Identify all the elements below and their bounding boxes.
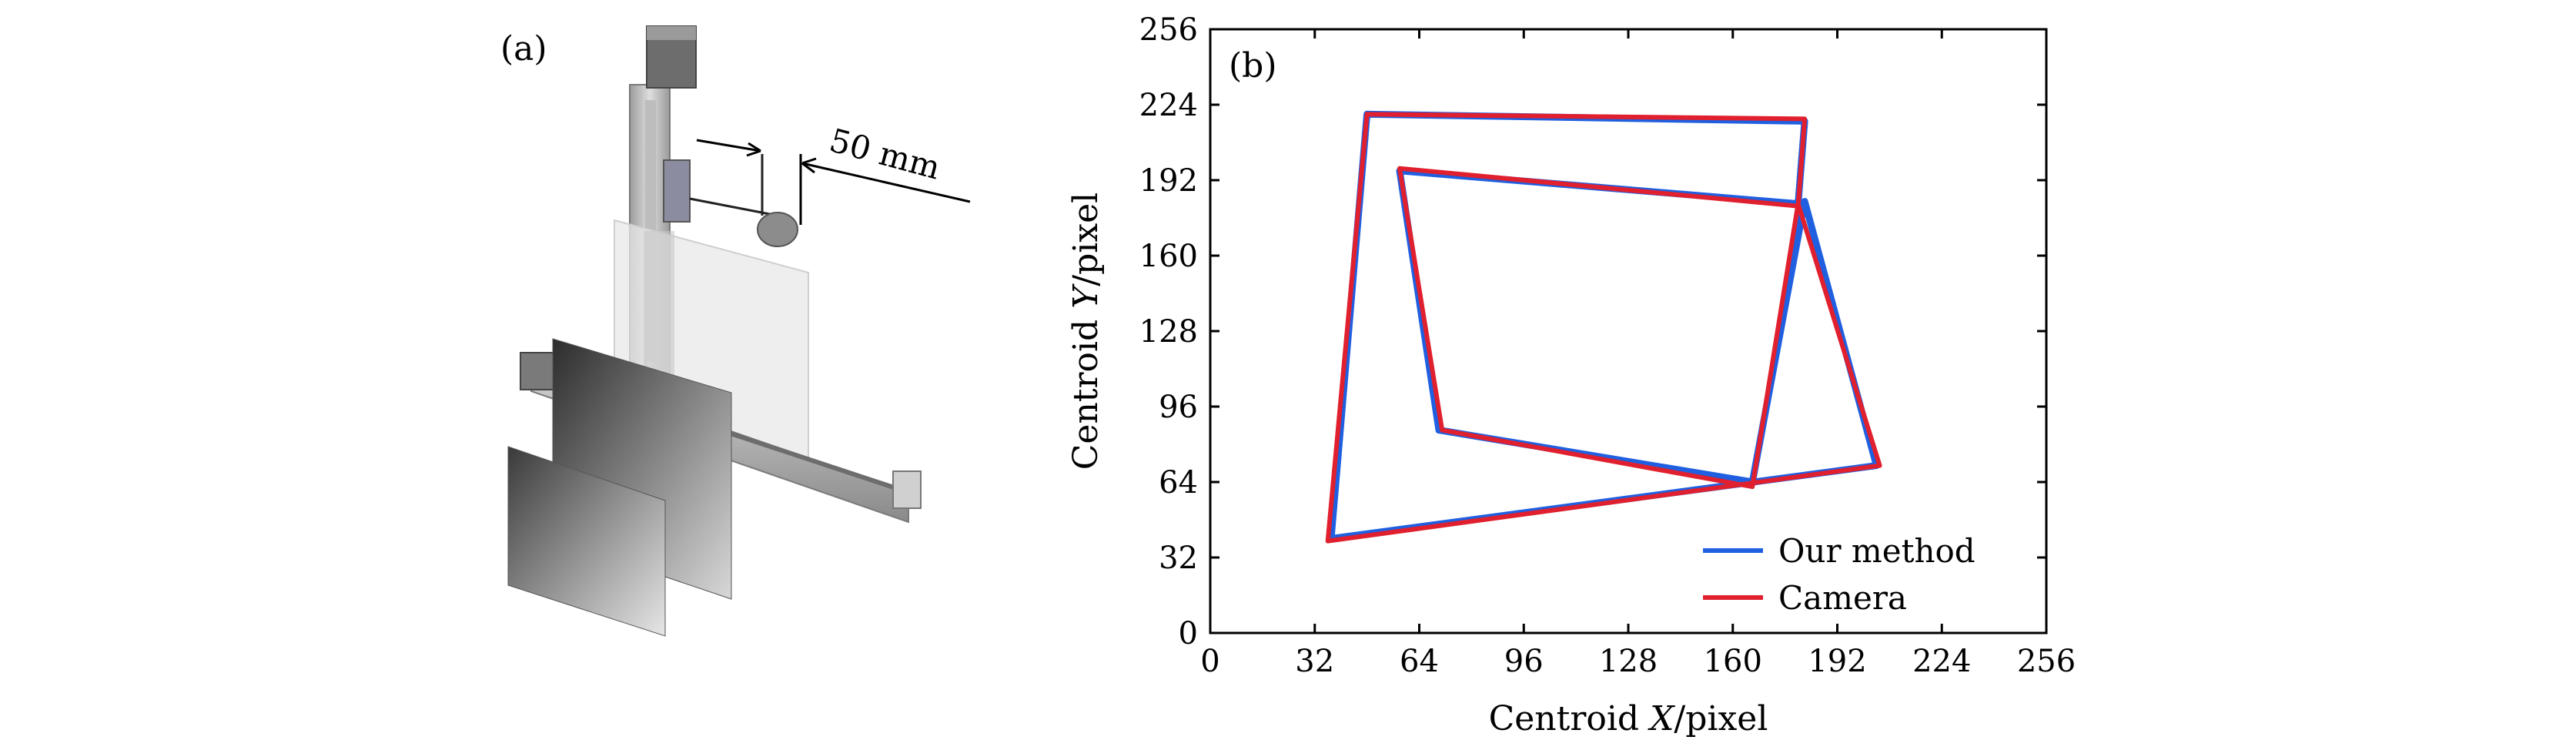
y-tick-label: 0: [1179, 616, 1198, 651]
x-axis-title: Centroid X/pixel: [1489, 699, 1768, 738]
y-axis-title-unit: /pixel: [1066, 193, 1106, 286]
y-tick-label: 128: [1139, 314, 1198, 350]
legend-label-camera: Camera: [1778, 579, 1907, 617]
pattern-panel-front: [507, 446, 666, 637]
y-axis-ticks: 0 32 64 96 128 160 192 224 256: [1139, 12, 2046, 651]
x-axis-ticks: 0 32 64 96 128 160 192 224 256: [1200, 29, 2076, 679]
x-tick-label: 96: [1504, 644, 1544, 679]
target-ball: [757, 212, 798, 247]
x-tick-label: 192: [1808, 644, 1866, 679]
legend-label-our-method: Our method: [1778, 532, 1975, 570]
y-tick-label: 32: [1159, 541, 1198, 576]
x-tick-label: 256: [2017, 644, 2076, 679]
y-tick-label: 256: [1139, 12, 1198, 48]
x-axis-title-unit: /pixel: [1674, 699, 1768, 738]
panel-b-chart: (b) 0 32 64 96 128 160 192 224 256 0 32 64 96 128 160…: [1066, 12, 2076, 738]
y-axis-title-variable: Y: [1066, 283, 1106, 309]
y-axis-title-prefix: Centroid: [1066, 309, 1106, 470]
x-axis-title-prefix: Centroid: [1489, 699, 1650, 738]
x-tick-label: 224: [1912, 644, 1971, 679]
panel-a: (a) 50 mm: [500, 25, 971, 637]
series-line-camera: [1325, 112, 1882, 544]
y-tick-label: 192: [1139, 163, 1198, 199]
y-tick-label: 224: [1139, 88, 1198, 123]
apparatus-illustration: 50 mm: [507, 25, 971, 637]
plot-frame: [1209, 28, 2048, 634]
series-lines: [1325, 110, 1882, 544]
x-tick-label: 0: [1200, 644, 1219, 679]
dimension-label: 50 mm: [825, 121, 944, 186]
panel-a-label: (a): [500, 29, 547, 69]
x-tick-label: 64: [1400, 644, 1439, 679]
y-tick-label: 160: [1139, 239, 1198, 274]
y-tick-label: 96: [1159, 390, 1198, 425]
x-tick-label: 32: [1295, 644, 1334, 679]
x-axis-title-variable: X: [1648, 699, 1675, 738]
legend: Our method Camera: [1703, 532, 1975, 617]
arm: [689, 197, 778, 217]
rail-end-block: [892, 470, 922, 509]
rail-motor: [520, 352, 555, 390]
carriage: [663, 159, 691, 223]
y-tick-label: 64: [1159, 465, 1198, 501]
x-tick-label: 160: [1704, 644, 1762, 679]
x-tick-label: 128: [1599, 644, 1658, 679]
y-axis-title: Centroid Y/pixel: [1066, 193, 1106, 470]
panel-b-label: (b): [1229, 46, 1277, 85]
